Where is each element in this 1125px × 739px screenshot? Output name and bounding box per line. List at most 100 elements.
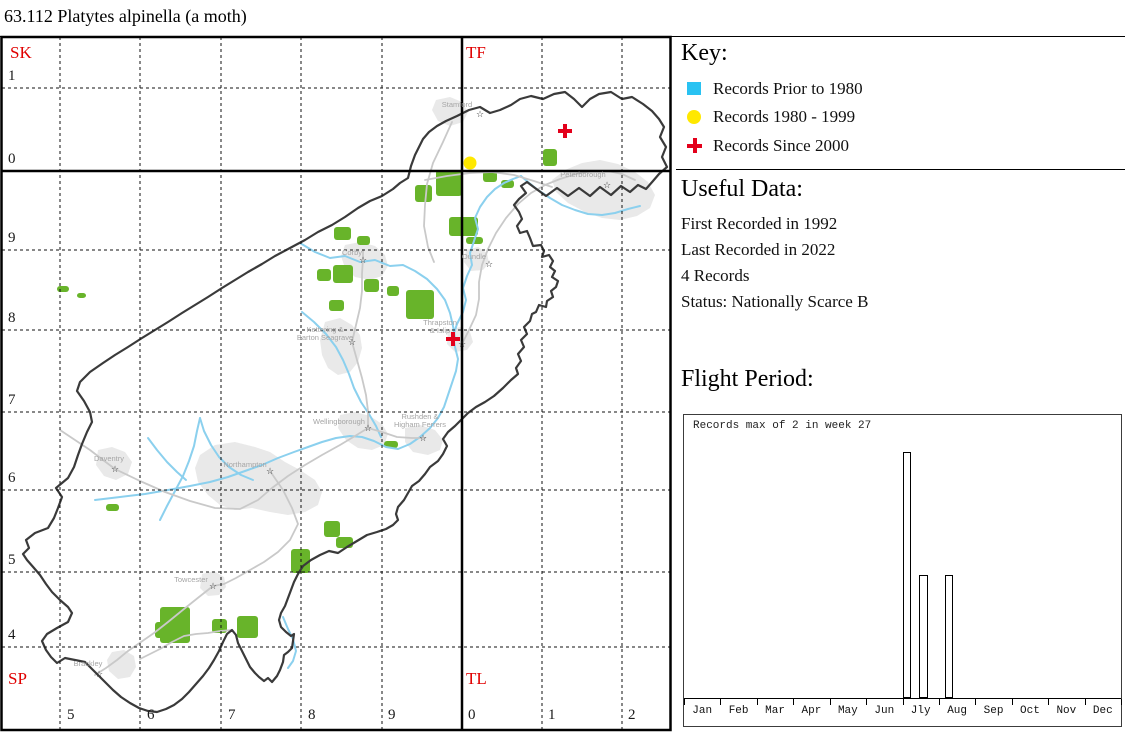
woodland-patch <box>77 293 86 298</box>
easting-label: 2 <box>628 707 636 723</box>
road-line <box>423 121 453 263</box>
woodland-patch <box>406 290 434 319</box>
page-title: 63.112 Platytes alpinella (a moth) <box>4 6 247 26</box>
town-star-icon: ☆ <box>348 338 356 348</box>
key-item-1980-1999: Records 1980 - 1999 <box>687 107 1117 127</box>
key-item-label: Records 1980 - 1999 <box>713 107 856 126</box>
flight-bar-week-29 <box>919 575 928 698</box>
key-heading: Key: <box>681 40 728 66</box>
woodland-patch <box>324 521 340 537</box>
month-tick <box>829 699 831 705</box>
useful-data-first-recorded: First Recorded in 1992 <box>681 214 838 233</box>
woodland-patch <box>212 619 227 633</box>
northing-label: 5 <box>8 552 16 568</box>
month-label-Oct: Oct <box>1020 705 1040 717</box>
woodland-patch <box>106 504 119 511</box>
month-tick <box>975 699 977 705</box>
woodland-patch <box>237 616 258 638</box>
urban-area <box>320 318 362 375</box>
town-label: Kettering & <box>306 325 343 334</box>
town-label: Northampton <box>223 460 266 469</box>
town-label: Thrapston <box>423 318 457 327</box>
month-label-Apr: Apr <box>801 705 822 717</box>
town-label: Towcester <box>174 575 208 584</box>
month-label-Jun: Jun <box>874 705 895 717</box>
woodland-patch <box>336 537 353 548</box>
month-label-Nov: Nov <box>1056 705 1077 717</box>
woodland-patch <box>415 185 432 202</box>
month-tick <box>720 699 722 705</box>
month-label-Jan: Jan <box>692 705 713 717</box>
woodland-patch <box>329 300 344 311</box>
woodland-patch <box>334 227 351 240</box>
month-label-Mar: Mar <box>765 705 785 717</box>
month-label-Feb: Feb <box>728 705 749 717</box>
woodland-patch <box>364 279 379 292</box>
flight-bar-week-32 <box>944 575 953 698</box>
flight-period-chart: Records max of 2 in week 27 Jan Feb Mar Apr… <box>683 414 1122 727</box>
chart-annotation: Records max of 2 in week 27 <box>693 420 872 432</box>
road-line <box>139 629 233 660</box>
town-star-icon: ☆ <box>364 424 372 434</box>
woodland-patch <box>449 217 478 236</box>
urban-area <box>195 442 322 515</box>
grid-letter-SK: SK <box>10 43 32 62</box>
red-cross-icon <box>687 138 702 153</box>
northing-label: 7 <box>8 392 16 408</box>
grid-letter-TF: TF <box>466 43 486 62</box>
month-tick <box>1121 699 1122 705</box>
yellow-circle-icon <box>687 110 701 124</box>
town-star-icon: ☆ <box>485 260 493 270</box>
cyan-square-icon <box>687 82 701 95</box>
town-label: Wellingborough <box>313 417 365 426</box>
record-marker-yellow-circle <box>463 156 477 170</box>
town-star-icon: ☆ <box>419 434 427 444</box>
easting-label: 9 <box>388 707 396 723</box>
month-tick <box>793 699 795 705</box>
town-star-icon: ☆ <box>476 110 484 120</box>
distribution-map: Stamford ☆ Peterborough ☆ Corby ☆ Oundle ☆ Kette… <box>0 35 672 734</box>
month-tick <box>866 699 868 705</box>
woodland-patch <box>57 286 69 292</box>
month-label-Aug: Aug <box>947 705 968 717</box>
month-tick <box>756 699 758 705</box>
useful-data-last-recorded: Last Recorded in 2022 <box>681 240 836 259</box>
woodland-patch <box>483 171 497 182</box>
key-item-label: Records Prior to 1980 <box>713 79 863 98</box>
town-label: Stamford <box>442 100 472 109</box>
woodland-patch <box>357 236 370 245</box>
grid-letter-SP: SP <box>8 669 27 688</box>
northing-label: 8 <box>8 310 16 326</box>
road-line <box>59 429 116 470</box>
town-star-icon: ☆ <box>458 340 466 350</box>
month-label-Sep: Sep <box>983 705 1004 717</box>
key-item-prior-1980: Records Prior to 1980 <box>687 79 1117 99</box>
town-label: Daventry <box>94 454 124 463</box>
x-axis-line <box>684 698 1121 699</box>
record-marker-red-cross <box>446 332 460 346</box>
woodland-patch <box>155 622 175 638</box>
road-line <box>94 470 299 676</box>
useful-data-heading: Useful Data: <box>681 176 803 202</box>
easting-label: 1 <box>548 707 556 723</box>
flight-period-heading: Flight Period: <box>681 366 814 392</box>
useful-data-record-count: 4 Records <box>681 266 750 285</box>
easting-label: 0 <box>468 707 476 723</box>
road-line <box>351 341 369 429</box>
useful-data-status: Status: Nationally Scarce B <box>681 292 869 311</box>
woodland-patch <box>333 265 353 283</box>
month-tick <box>902 699 904 705</box>
grid-letter-TL: TL <box>466 669 487 688</box>
woodland-patch <box>317 269 331 281</box>
month-tick <box>1084 699 1086 705</box>
month-tick <box>1011 699 1013 705</box>
key-item-since-2000: Records Since 2000 <box>687 136 1117 156</box>
road-line <box>114 427 426 510</box>
urban-area <box>200 571 226 596</box>
easting-label: 8 <box>308 707 316 723</box>
town-star-icon: ☆ <box>111 465 119 475</box>
month-tick <box>1048 699 1050 705</box>
month-label-Dec: Dec <box>1092 705 1113 717</box>
easting-label: 7 <box>228 707 236 723</box>
